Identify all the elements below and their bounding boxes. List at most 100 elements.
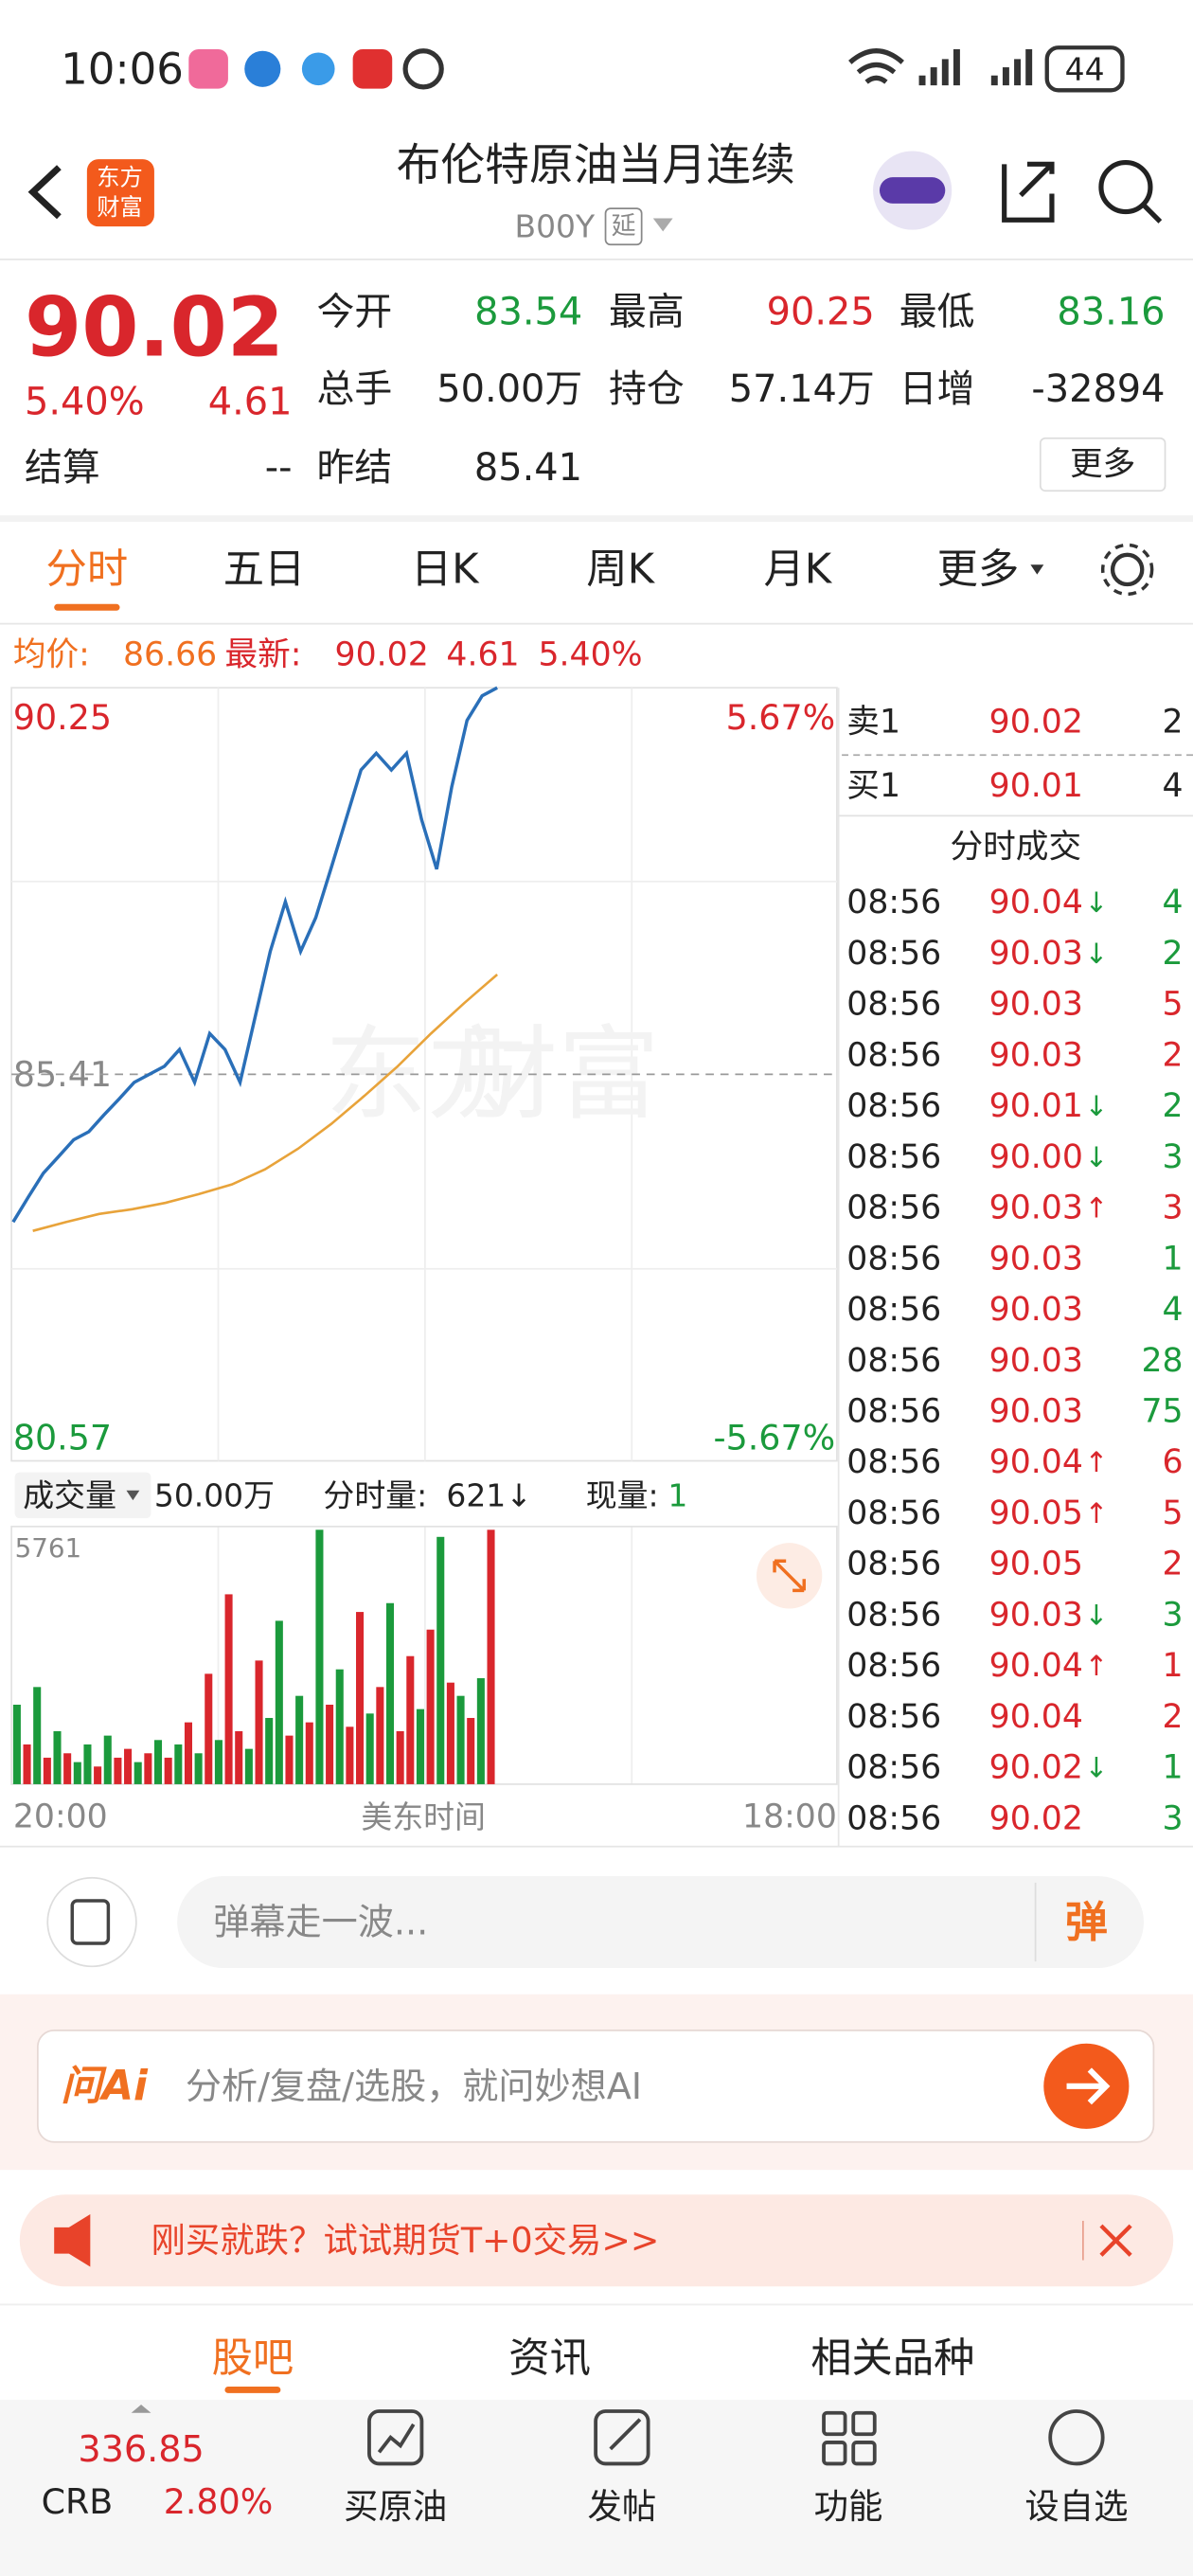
trade-qty: 1 (1163, 1240, 1184, 1278)
trade-price: 90.03 (989, 935, 1083, 973)
share-button[interactable] (1002, 161, 1055, 223)
close-button[interactable] (1099, 2224, 1132, 2257)
megaphone (54, 2214, 91, 2267)
volume-bar (285, 1735, 294, 1784)
trade-price: 90.04 (989, 1698, 1083, 1736)
trade-price: 90.03 (989, 986, 1083, 1024)
trade-qty: 2 (1163, 1698, 1184, 1736)
ai-input[interactable] (36, 2030, 1155, 2143)
title: 布伦特原油当月连续 (397, 140, 795, 191)
volume-bar (385, 1602, 395, 1784)
trade-qty: 3 (1163, 1190, 1184, 1227)
time-zone: 美东时间 (361, 1798, 486, 1835)
trade-price: 90.04 (989, 1647, 1083, 1685)
trade-qty: 3 (1163, 1799, 1184, 1837)
app-icon (352, 48, 393, 89)
volume-bar (487, 1530, 495, 1784)
bottom-tab[interactable]: 资讯 (508, 2335, 591, 2383)
trade-qty: 3 (1163, 1596, 1184, 1634)
volume-bar (144, 1753, 152, 1784)
back-button[interactable] (27, 165, 62, 220)
danmaku-button[interactable]: 弹 (1065, 1897, 1108, 1947)
time-start: 20:00 (13, 1798, 108, 1836)
app-icon (301, 52, 335, 86)
tab[interactable]: 日K (411, 546, 480, 593)
volume-bar (124, 1748, 133, 1784)
volume-bar (83, 1744, 92, 1784)
volume-bar (194, 1753, 203, 1784)
volume-bar (376, 1687, 384, 1784)
trade-arrow: ↑ (1085, 1650, 1109, 1682)
code: B00Y (515, 208, 596, 245)
badge-box (604, 207, 643, 246)
settings[interactable] (1110, 552, 1145, 587)
field-value: 50.00万 (436, 367, 582, 411)
volume-selector[interactable] (14, 1472, 151, 1519)
trade-price: 90.00 (989, 1138, 1083, 1176)
danmaku-settings[interactable] (46, 1876, 137, 1968)
nav-item[interactable]: 设自选 (1024, 2486, 1128, 2527)
trade-time: 08:56 (846, 1087, 941, 1125)
book-qty: 4 (1163, 767, 1184, 805)
trade-qty: 2 (1163, 935, 1184, 973)
nav-item[interactable]: 买原油 (344, 2486, 447, 2527)
nav-item[interactable]: 发帖 (587, 2486, 656, 2527)
field-value: 83.16 (1057, 290, 1165, 333)
trade-qty: 6 (1163, 1443, 1184, 1481)
bottom-tab[interactable]: 股吧 (212, 2335, 294, 2383)
book-price: 90.01 (989, 767, 1083, 805)
expand-icon (773, 1559, 806, 1593)
tab[interactable]: 分时 (46, 546, 129, 593)
promo-bar[interactable] (19, 2194, 1174, 2287)
trade-arrow: ↓ (1085, 1141, 1109, 1173)
tab[interactable]: 五日 (223, 546, 306, 593)
tab[interactable]: 更多 (937, 546, 1020, 593)
volume-bar (406, 1655, 415, 1784)
trade-qty: 2 (1163, 1087, 1184, 1125)
volume-bar (275, 1620, 283, 1784)
field-label: 昨结 (316, 446, 392, 490)
volume-bar (476, 1678, 485, 1784)
promo-text: 刚买就跌？试试期货T+0交易>> (151, 2220, 659, 2261)
bottom-tab[interactable]: 相关品种 (810, 2335, 974, 2383)
volume-bar (244, 1748, 253, 1784)
field-value: 57.14万 (729, 367, 875, 411)
dropdown[interactable] (652, 218, 673, 232)
volume-bar (467, 1717, 475, 1784)
tab[interactable]: 周K (586, 546, 655, 593)
trade-time: 08:56 (846, 1342, 941, 1380)
volume-bar (305, 1722, 313, 1784)
trade-arrow: ↓ (1085, 886, 1109, 919)
volume-bar (153, 1740, 163, 1784)
volume-bar (134, 1762, 142, 1784)
period-volume: 621↓ (446, 1476, 531, 1513)
trade-price: 90.03 (989, 1596, 1083, 1634)
trade-qty: 5 (1163, 986, 1184, 1024)
field-value: 90.25 (767, 290, 875, 333)
trade-price: 90.05 (989, 1546, 1083, 1583)
ai-arrow (1066, 2067, 1111, 2105)
nav-item[interactable]: 功能 (814, 2486, 883, 2527)
assistant-face (879, 177, 946, 204)
volume-bar (174, 1744, 183, 1784)
avg-label: 均价: (13, 636, 90, 674)
price: 90.02 (25, 281, 284, 376)
volume-bar (184, 1722, 192, 1784)
trade-price: 90.02 (989, 1749, 1083, 1787)
trade-time: 08:56 (846, 1596, 941, 1634)
field-label: 日增 (899, 367, 975, 411)
tab[interactable]: 月K (763, 546, 832, 593)
danmaku-input[interactable] (177, 1875, 1145, 1969)
trade-time: 08:56 (846, 1799, 941, 1837)
search-handle (1142, 203, 1163, 224)
trade-arrow: ↓ (1085, 1090, 1109, 1122)
trade-time: 08:56 (846, 1393, 941, 1431)
volume-bar (396, 1730, 404, 1784)
search-button[interactable] (1098, 159, 1153, 215)
time-end: 18:00 (742, 1798, 837, 1836)
tab-indicator (224, 2386, 281, 2393)
more-button[interactable] (1039, 437, 1166, 492)
badge: 延 (612, 212, 636, 241)
change-pct: 5.40% (25, 381, 145, 424)
trade-price: 90.03 (989, 1036, 1083, 1074)
